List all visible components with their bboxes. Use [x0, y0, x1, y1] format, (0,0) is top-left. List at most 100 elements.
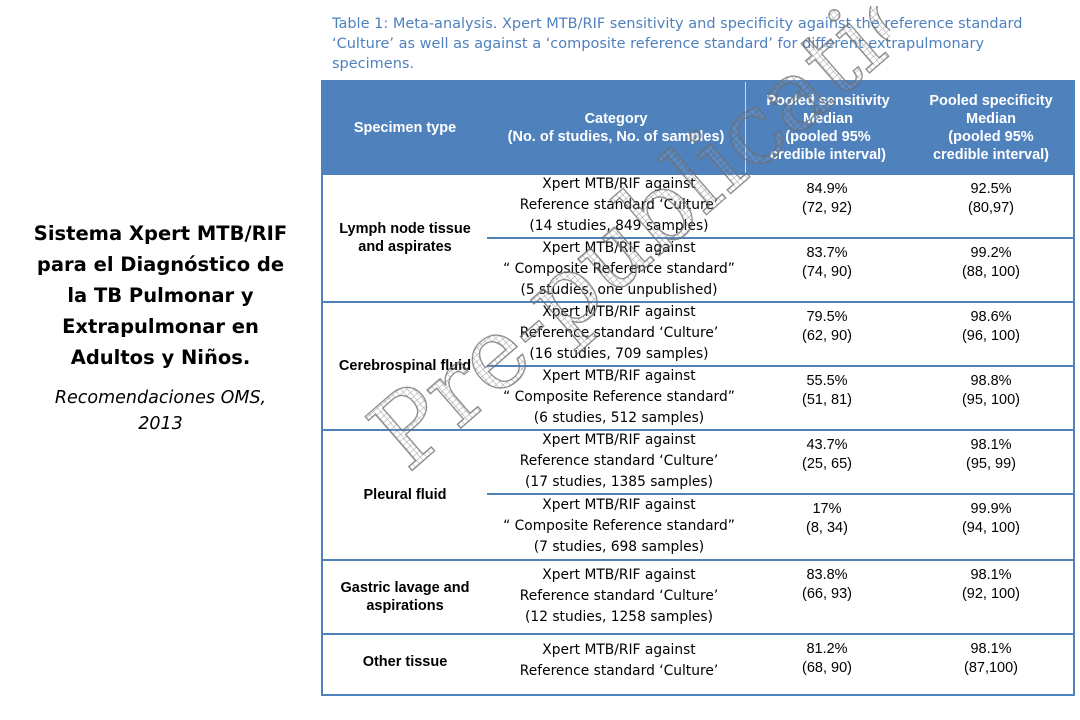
- specimen-type-line: Pleural fluid: [363, 487, 447, 503]
- specificity-cell: 98.8% (95, 100): [921, 372, 1061, 410]
- sensitivity-cell-line: (51, 81): [802, 392, 852, 408]
- specimen-type-line: and aspirates: [358, 239, 452, 255]
- sensitivity-cell-line: (62, 90): [802, 328, 852, 344]
- sensitivity-cell-line: (66, 93): [802, 586, 852, 602]
- specificity-cell-line: 99.9%: [970, 501, 1012, 517]
- row-divider: [487, 237, 1073, 239]
- specificity-cell-line: 98.8%: [970, 373, 1012, 389]
- specificity-cell: 98.6% (96, 100): [921, 308, 1061, 346]
- category-cell-line: (12 studies, 1258 samples): [525, 608, 713, 625]
- sensitivity-cell-line: (25, 65): [802, 456, 852, 472]
- caption-line: ‘Culture’ as well as against a ‘composit…: [332, 36, 985, 52]
- header-text-line: (pooled 95%: [948, 129, 1034, 145]
- category-cell-line: Xpert MTB/RIF against: [542, 239, 696, 256]
- category-cell-line: Xpert MTB/RIF against: [542, 175, 696, 192]
- category-cell-line: Reference standard ‘Culture’: [519, 196, 719, 213]
- specimen-type-line: Other tissue: [362, 654, 448, 670]
- category-cell-line: “ Composite Reference standard”: [503, 517, 735, 534]
- sensitivity-cell-line: 81.2%: [806, 641, 848, 657]
- specimen-type-line: aspirations: [366, 598, 444, 614]
- specificity-cell-line: (96, 100): [961, 328, 1021, 344]
- header-text-line: Pooled sensitivity: [766, 93, 890, 109]
- slide-title: Sistema Xpert MTB/RIF para el Diagnóstic…: [18, 218, 303, 373]
- header-text-line: credible interval): [932, 147, 1050, 163]
- specificity-cell-line: (94, 100): [961, 520, 1021, 536]
- sensitivity-cell: 83.8% (66, 93): [757, 566, 897, 604]
- sensitivity-cell-line: (72, 92): [802, 200, 852, 216]
- row-divider: [487, 365, 1073, 367]
- category-cell-line: Reference standard ‘Culture’: [519, 663, 719, 679]
- slide-subtitle-line: Recomendaciones OMS,: [54, 388, 267, 408]
- group-divider: [323, 559, 1073, 561]
- category-cell-line: Xpert MTB/RIF against: [542, 303, 696, 320]
- specimen-type-cell: Other tissue: [323, 634, 487, 690]
- category-cell: Xpert MTB/RIF against “ Composite Referen…: [493, 495, 745, 558]
- specimen-type-line: Lymph node tissue: [339, 221, 471, 237]
- category-cell-line: (7 studies, 698 samples): [533, 538, 705, 555]
- sensitivity-cell: 17% (8, 34): [757, 500, 897, 538]
- category-cell-line: (17 studies, 1385 samples): [525, 473, 713, 490]
- group-divider: [323, 429, 1073, 431]
- category-cell: Xpert MTB/RIF against Reference standard …: [493, 430, 745, 493]
- header-text-line: credible interval): [769, 147, 887, 163]
- specificity-cell-line: 98.1%: [970, 567, 1012, 583]
- specificity-cell-line: (80,97): [968, 200, 1014, 216]
- header-text-line: (No. of studies, No. of samples): [507, 129, 725, 145]
- category-cell-line: (16 studies, 709 samples): [529, 345, 709, 362]
- row-divider: [487, 493, 1073, 495]
- sensitivity-cell: 55.5% (51, 81): [757, 372, 897, 410]
- slide-subtitle-line: 2013: [138, 414, 183, 434]
- header-text-line: Category: [584, 111, 648, 127]
- group-divider: [323, 301, 1073, 303]
- category-cell-line: (6 studies, 512 samples): [533, 409, 705, 426]
- header-text-line: (pooled 95%: [785, 129, 871, 145]
- specimen-type-line: Cerebrospinal fluid: [338, 358, 472, 374]
- specificity-cell-line: (92, 100): [961, 586, 1021, 602]
- specimen-type-cell: Cerebrospinal fluid: [323, 302, 487, 430]
- group-divider: [323, 173, 1073, 175]
- sensitivity-cell-line: 83.7%: [806, 245, 848, 261]
- sensitivity-cell-line: (68, 90): [802, 660, 852, 676]
- specificity-cell: 98.1% (92, 100): [921, 566, 1061, 604]
- specificity-cell-line: (95, 99): [966, 456, 1016, 472]
- table-header: Specimen type Category (No. of studies, N…: [323, 82, 1073, 174]
- sensitivity-cell-line: (8, 34): [806, 520, 848, 536]
- results-table: Specimen type Category (No. of studies, N…: [321, 80, 1075, 696]
- specificity-cell-line: 98.1%: [970, 437, 1012, 453]
- sensitivity-cell-line: 55.5%: [806, 373, 848, 389]
- sensitivity-cell-line: 17%: [812, 501, 842, 517]
- slide-title-line: la TB Pulmonar y: [67, 284, 254, 307]
- category-cell: Xpert MTB/RIF against Reference standard …: [493, 174, 745, 237]
- slide-title-line: Sistema Xpert MTB/RIF: [33, 222, 288, 245]
- category-cell-line: Xpert MTB/RIF against: [542, 431, 696, 448]
- category-cell: Xpert MTB/RIF against Reference standard …: [493, 640, 745, 682]
- specimen-type-line: Gastric lavage and: [340, 580, 470, 596]
- sensitivity-cell: 81.2% (68, 90): [757, 640, 897, 678]
- specimen-type-cell: Gastric lavage and aspirations: [323, 560, 487, 634]
- category-cell-line: Xpert MTB/RIF against: [542, 496, 696, 513]
- category-cell-line: Xpert MTB/RIF against: [542, 566, 696, 583]
- specificity-cell: 99.2% (88, 100): [921, 244, 1061, 282]
- specificity-cell-line: 98.6%: [970, 309, 1012, 325]
- specificity-cell-line: 99.2%: [970, 245, 1012, 261]
- header-text-line: Median: [966, 111, 1016, 127]
- category-cell-line: (5 studies, one unpublished): [520, 281, 718, 298]
- sensitivity-cell-line: 79.5%: [806, 309, 848, 325]
- category-cell-line: Reference standard ‘Culture’: [519, 587, 719, 604]
- sensitivity-cell-line: (74, 90): [802, 264, 852, 280]
- header-text-line: Pooled specificity: [929, 93, 1053, 109]
- table-caption: Table 1: Meta-analysis. Xpert MTB/RIF se…: [332, 14, 1032, 74]
- sensitivity-cell-line: 84.9%: [806, 181, 848, 197]
- specificity-cell: 99.9% (94, 100): [921, 500, 1061, 538]
- sensitivity-cell: 84.9% (72, 92): [757, 180, 897, 218]
- specificity-cell-line: 92.5%: [970, 181, 1012, 197]
- header-text-line: Specimen type: [353, 120, 457, 136]
- slide-title-line: para el Diagnóstico de: [36, 253, 285, 276]
- caption-line: specimens.: [332, 56, 415, 72]
- specificity-cell-line: (88, 100): [961, 264, 1021, 280]
- category-cell: Xpert MTB/RIF against “ Composite Referen…: [493, 366, 745, 429]
- category-cell-line: (14 studies, 849 samples): [529, 217, 709, 234]
- group-divider: [323, 633, 1073, 635]
- header-text-line: Median: [803, 111, 853, 127]
- specificity-cell: 92.5% (80,97): [921, 180, 1061, 218]
